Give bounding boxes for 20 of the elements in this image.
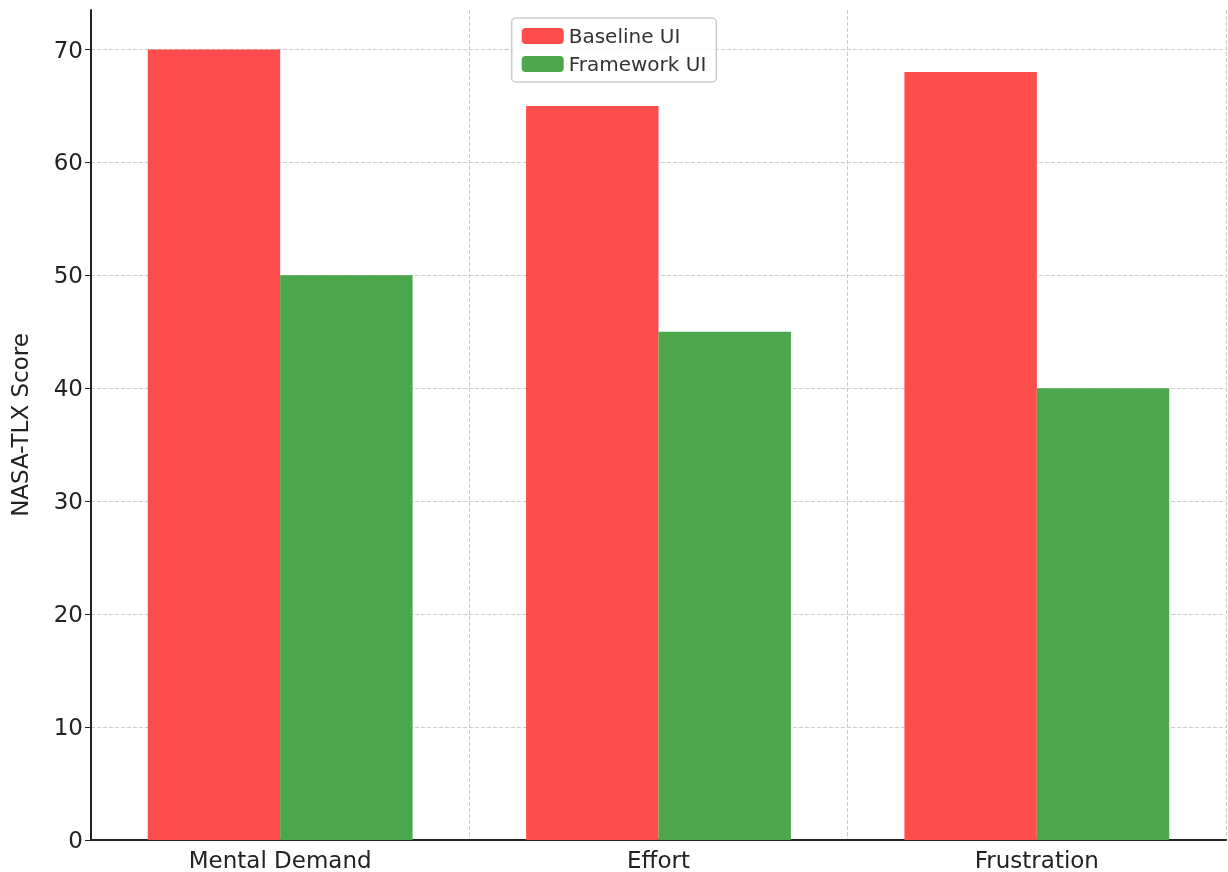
legend-label: Framework UI	[568, 52, 707, 76]
bar	[280, 275, 413, 840]
y-tick-label: 10	[53, 714, 83, 741]
bar	[147, 49, 281, 840]
y-tick-label: 20	[53, 601, 83, 628]
bar	[526, 105, 659, 840]
y-tick-label: 40	[53, 375, 83, 402]
y-tick-label: 50	[53, 262, 83, 289]
y-axis-title: NASA-TLX Score	[6, 333, 33, 517]
y-tick-label: 30	[53, 488, 83, 515]
legend-label: Baseline UI	[568, 24, 681, 48]
y-tick-label: 0	[68, 827, 83, 853]
bar	[1036, 388, 1170, 840]
bar	[658, 331, 791, 840]
x-tick-label: Effort	[627, 846, 690, 872]
y-tick-label: 60	[53, 149, 83, 176]
x-tick-label: Mental Demand	[188, 846, 372, 872]
x-tick-label: Frustration	[974, 846, 1099, 872]
y-tick-label: 70	[53, 36, 83, 63]
bar	[904, 72, 1037, 840]
